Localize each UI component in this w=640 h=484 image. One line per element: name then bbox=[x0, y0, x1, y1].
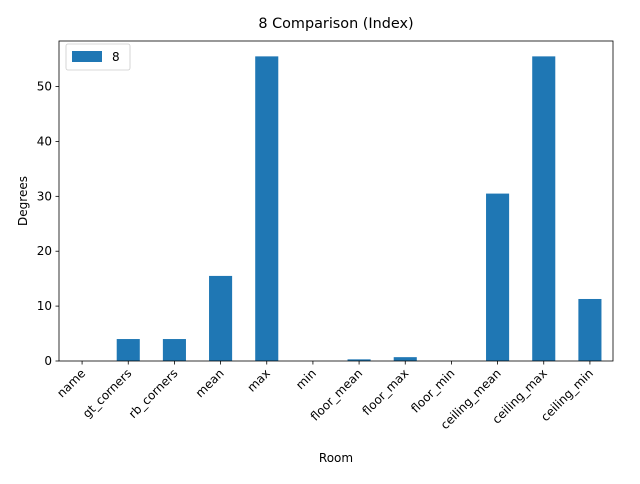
x-tick-label-floor_max: floor_max bbox=[360, 366, 412, 418]
bar-rb_corners bbox=[162, 339, 186, 361]
bar-floor_mean bbox=[347, 359, 371, 361]
y-tick-label: 30 bbox=[37, 189, 52, 203]
y-axis-label: Degrees bbox=[16, 176, 30, 226]
x-tick-label-rb_corners: rb_corners bbox=[126, 366, 181, 421]
bar-max bbox=[255, 56, 279, 362]
plot-frame bbox=[58, 40, 614, 362]
y-tick-label: 40 bbox=[37, 134, 52, 148]
y-tick-label: 10 bbox=[37, 299, 52, 313]
chart-title: 8 Comparison (Index) bbox=[258, 16, 413, 32]
bar-gt_corners bbox=[116, 339, 140, 361]
x-axis-label: Room bbox=[319, 451, 353, 465]
bar-ceiling_max bbox=[532, 56, 556, 362]
y-axis-ticks: 0 10 20 30 40 50 bbox=[37, 80, 59, 368]
y-tick-label: 20 bbox=[37, 244, 52, 258]
bar-floor_max bbox=[393, 357, 417, 361]
x-tick-label-max: max bbox=[244, 366, 272, 394]
x-tick-label-min: min bbox=[293, 366, 319, 392]
bar-ceiling_min bbox=[578, 298, 602, 361]
y-tick-label: 0 bbox=[44, 354, 52, 368]
x-tick-label-floor_min: floor_min bbox=[408, 366, 457, 415]
bar-ceiling_mean bbox=[486, 193, 510, 361]
bar-series bbox=[116, 56, 602, 362]
legend: 8 bbox=[65, 43, 131, 71]
x-tick-label-mean: mean bbox=[193, 366, 227, 400]
bar-mean bbox=[209, 275, 233, 361]
y-tick-label: 50 bbox=[37, 80, 52, 94]
x-tick-label-name: name bbox=[54, 366, 88, 400]
legend-label: 8 bbox=[112, 50, 120, 64]
legend-swatch bbox=[72, 51, 102, 62]
